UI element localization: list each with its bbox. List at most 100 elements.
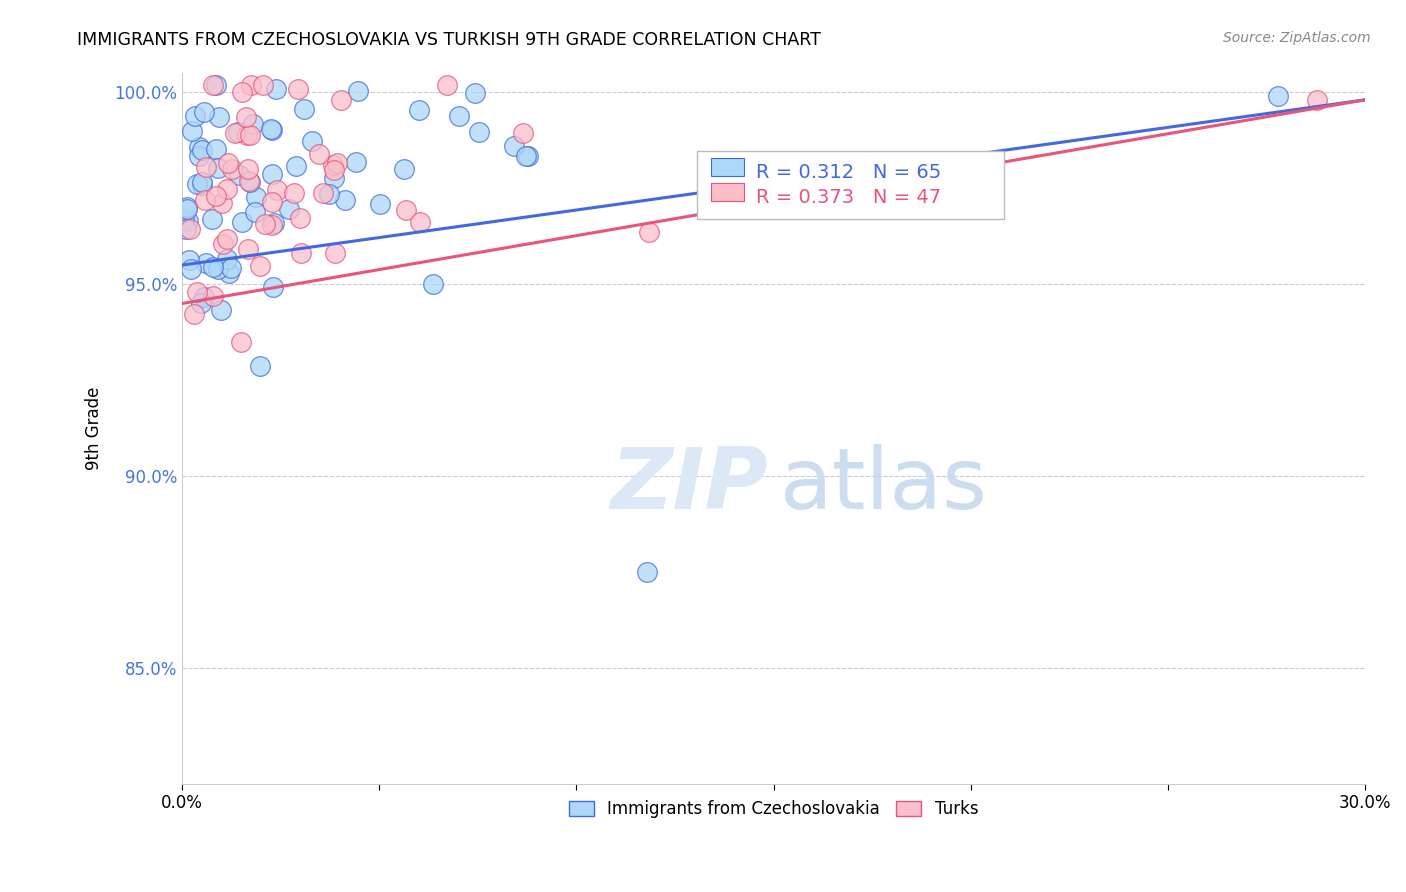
Point [329,93,352,107]
Point [468,125,491,139]
Point [208,110,231,124]
Point [409,215,432,229]
Point [205,189,228,203]
Point [201,289,224,303]
Point [447,109,470,123]
Point [464,86,486,100]
Point [231,214,253,228]
Point [283,186,305,200]
Point [215,232,238,246]
Point [249,359,271,373]
Point [205,78,228,92]
Point [408,103,430,118]
Point [292,102,315,116]
Point [252,78,274,92]
Point [260,122,283,136]
Point [183,306,205,320]
Point [174,221,197,235]
Point [253,218,276,232]
Point [260,167,283,181]
Point [239,78,262,92]
Point [207,161,229,175]
Point [325,156,347,170]
Point [436,78,458,92]
Point [228,169,250,183]
Point [191,175,214,189]
Point [260,194,283,209]
Text: ZIP: ZIP [610,443,768,526]
Point [318,187,340,202]
Point [180,262,202,277]
Point [202,260,225,275]
Point [301,134,323,148]
Point [209,303,232,318]
Point [190,296,212,310]
Point [322,157,344,171]
Point [177,252,200,267]
Point [186,285,208,299]
Point [239,175,262,189]
Point [212,236,235,251]
Point [176,202,198,217]
Point [312,186,335,200]
Point [515,149,537,163]
Point [422,277,444,291]
Point [290,246,312,260]
Point [636,566,658,580]
Point [322,163,344,178]
Point [1306,93,1329,107]
Point [201,212,224,227]
Point [176,200,198,214]
Point [193,105,215,120]
Point [217,252,239,267]
Point [284,159,307,173]
Point [266,183,288,197]
Point [179,222,201,236]
Point [287,82,309,96]
Point [191,143,214,157]
Point [512,126,534,140]
Point [188,149,211,163]
Point [217,156,239,170]
Point [188,139,211,153]
Point [370,197,392,211]
Text: atlas: atlas [779,443,987,526]
Point [218,266,240,280]
Point [194,193,217,207]
Text: IMMIGRANTS FROM CZECHOSLOVAKIA VS TURKISH 9TH GRADE CORRELATION CHART: IMMIGRANTS FROM CZECHOSLOVAKIA VS TURKIS… [77,31,821,49]
Point [333,193,356,207]
Point [231,86,253,100]
Point [221,162,243,177]
Point [262,123,284,137]
Point [191,178,214,193]
Point [219,261,242,276]
Point [260,218,283,232]
FancyBboxPatch shape [696,151,1004,219]
Point [236,162,259,177]
Point [1267,89,1289,103]
Point [217,182,239,196]
Legend: Immigrants from Czechoslovakia, Turks: Immigrants from Czechoslovakia, Turks [562,794,986,825]
Point [184,109,207,123]
Point [243,204,266,219]
Point [347,84,370,98]
Point [231,335,253,350]
Point [235,110,257,124]
Point [395,203,418,218]
Point [205,142,228,156]
Text: Source: ZipAtlas.com: Source: ZipAtlas.com [1223,31,1371,45]
Text: R = 0.373   N = 47: R = 0.373 N = 47 [756,188,941,207]
Point [638,225,661,239]
Point [238,128,260,143]
Point [308,147,330,161]
Point [392,161,415,176]
Point [503,139,526,153]
Point [322,171,344,186]
Y-axis label: 9th Grade: 9th Grade [86,386,103,470]
Point [238,174,260,188]
Point [344,155,367,169]
Point [245,190,267,204]
Point [207,262,229,277]
Point [211,196,233,211]
Point [193,290,215,304]
